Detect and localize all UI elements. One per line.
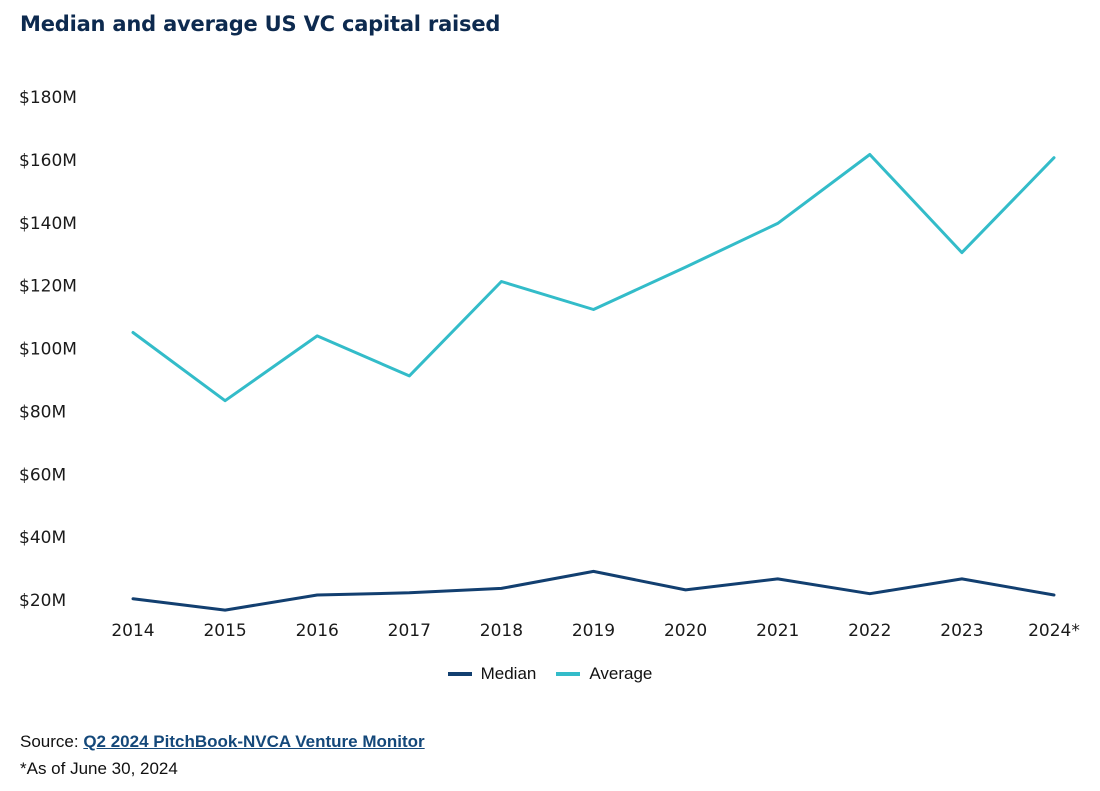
- chart-title: Median and average US VC capital raised: [20, 12, 501, 36]
- y-tick-label: $180M: [19, 88, 77, 108]
- y-tick-label: $60M: [19, 465, 66, 485]
- line-chart: $20M $40M $60M $80M $100M $120M $140M $160M $180…: [19, 88, 1080, 641]
- y-tick-label: $160M: [19, 151, 77, 171]
- y-tick-label: $80M: [19, 402, 66, 422]
- legend-item-median: Median: [447, 664, 537, 684]
- y-tick-label: $100M: [19, 340, 77, 360]
- source-line: Source: Q2 2024 PitchBook-NVCA Venture M…: [20, 732, 425, 752]
- x-tick-label: 2023: [940, 621, 983, 641]
- series-line-median: [131, 569, 1056, 612]
- source-label: Source:: [20, 732, 79, 751]
- x-tick-label: 2014: [111, 621, 154, 641]
- series-lines: [131, 153, 1056, 612]
- x-tick-label: 2019: [572, 621, 615, 641]
- legend-swatch-median: [447, 672, 472, 676]
- legend-item-average: Average: [556, 664, 652, 684]
- x-tick-label: 2022: [848, 621, 891, 641]
- y-tick-label: $140M: [19, 214, 77, 234]
- y-axis-ticks: $20M $40M $60M $80M $100M $120M $140M $160M $180…: [19, 88, 77, 611]
- legend-label-average: Average: [589, 664, 653, 683]
- y-tick-label: $40M: [19, 528, 66, 548]
- source-link[interactable]: Q2 2024 PitchBook-NVCA Venture Monitor: [83, 732, 425, 751]
- x-tick-label: 2018: [480, 621, 523, 641]
- footnote: *As of June 30, 2024: [20, 759, 178, 778]
- x-tick-label: 2024*: [1028, 621, 1080, 641]
- y-tick-label: $120M: [19, 277, 77, 297]
- series-line-average: [131, 153, 1056, 403]
- y-tick-label: $20M: [19, 591, 66, 611]
- x-axis-ticks: 2014 2015 2016 2017 2018 2019 2020 2021 2022 2023…: [111, 621, 1080, 641]
- x-tick-label: 2020: [664, 621, 707, 641]
- legend-swatch-average: [556, 672, 581, 676]
- x-tick-label: 2015: [203, 621, 246, 641]
- x-tick-label: 2021: [756, 621, 799, 641]
- legend-label-median: Median: [480, 664, 537, 683]
- x-tick-label: 2016: [296, 621, 339, 641]
- x-tick-label: 2017: [388, 621, 431, 641]
- legend: Median Average: [0, 664, 1100, 684]
